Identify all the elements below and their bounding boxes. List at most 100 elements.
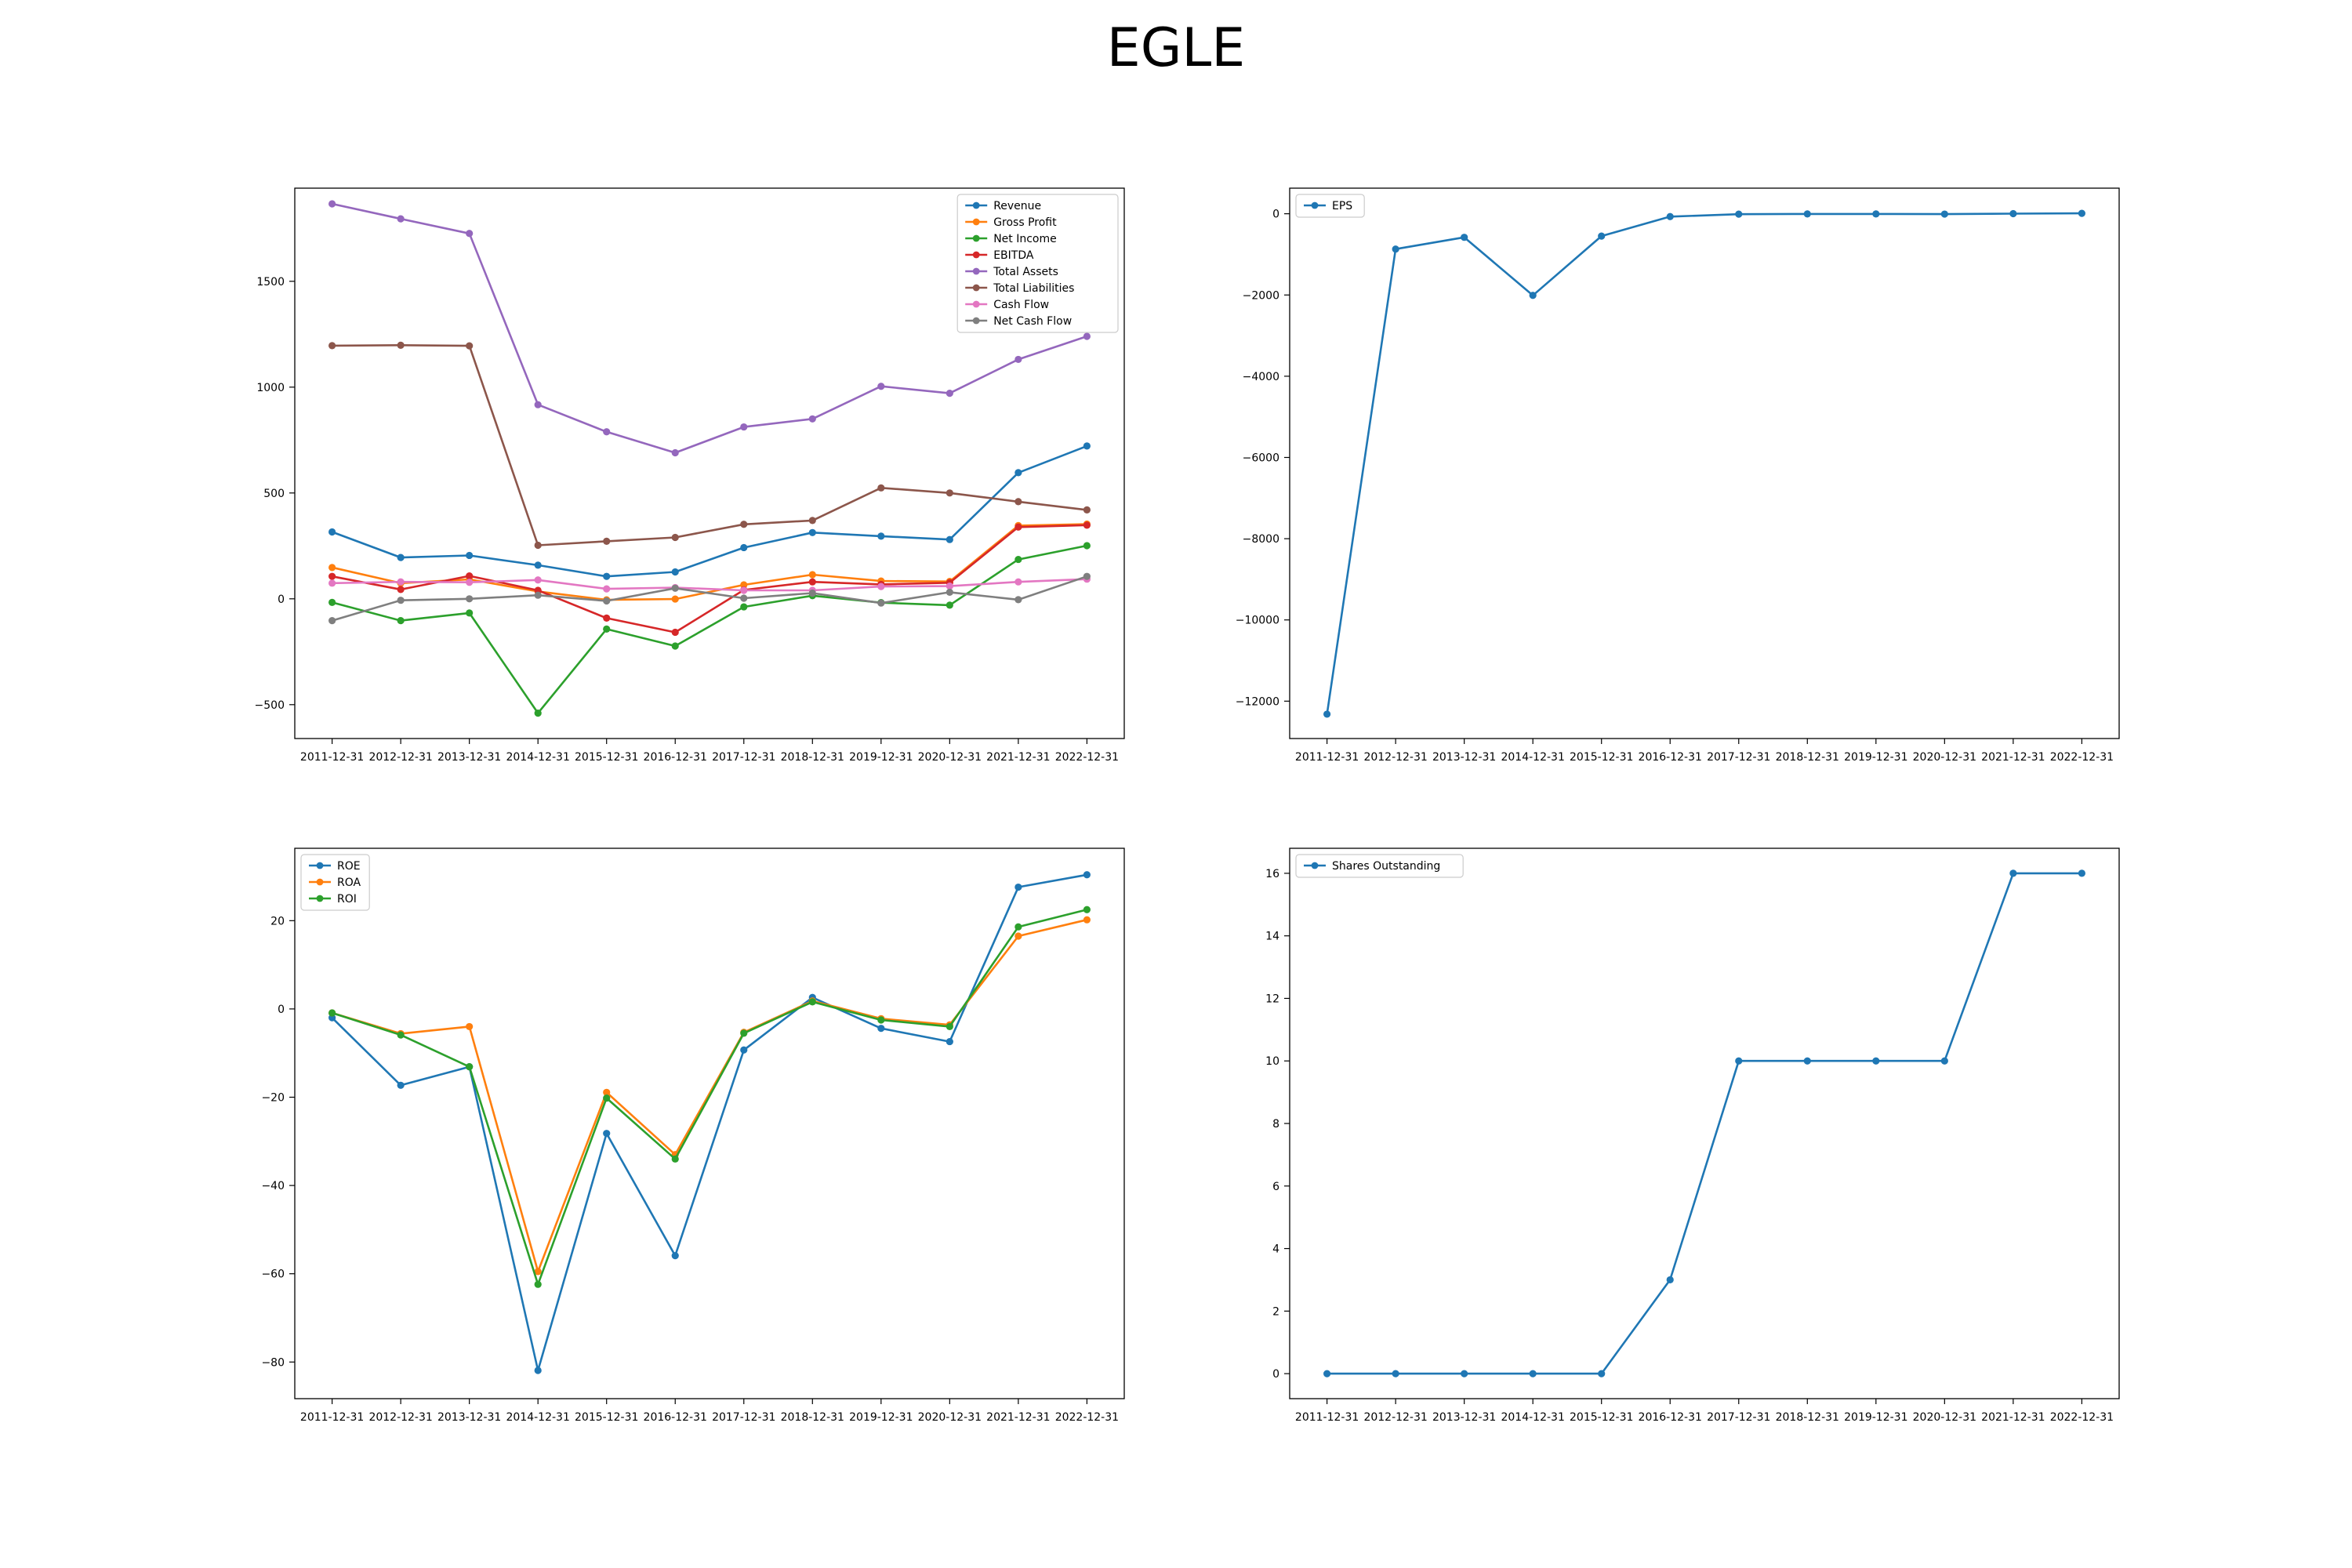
data-point: [534, 541, 542, 550]
data-point: [808, 415, 816, 423]
data-point: [740, 521, 748, 528]
data-point: [1083, 506, 1091, 514]
legend-box: [1295, 194, 1365, 218]
data-point: [1014, 523, 1022, 531]
data-point: [1461, 1370, 1468, 1377]
x-tick-label: 2019-12-31: [1844, 1411, 1907, 1424]
y-tick-label: 1500: [256, 276, 285, 289]
data-point: [328, 617, 336, 625]
x-tick-label: 2019-12-31: [849, 1411, 913, 1424]
legend-marker: [316, 895, 324, 902]
x-tick-label: 2014-12-31: [506, 1411, 569, 1424]
data-point: [877, 383, 885, 390]
y-tick-label: −40: [261, 1180, 285, 1192]
data-point: [1014, 923, 1022, 931]
y-tick-label: −6000: [1243, 452, 1279, 464]
x-tick-label: 2016-12-31: [1639, 751, 1702, 764]
data-point: [466, 230, 474, 238]
data-point: [534, 561, 542, 569]
data-point: [466, 609, 474, 617]
data-point: [1014, 596, 1022, 604]
x-tick-label: 2013-12-31: [1432, 1411, 1496, 1424]
data-point: [671, 642, 679, 650]
legend: Shares Outstanding: [1295, 854, 1464, 878]
data-point: [603, 597, 611, 605]
data-point: [603, 1094, 611, 1102]
data-point: [328, 579, 336, 587]
series-line-ebitda: [332, 524, 1087, 633]
data-point: [603, 572, 611, 580]
data-point: [328, 598, 336, 606]
data-point: [1323, 1370, 1331, 1377]
plot-frame: [294, 187, 1125, 739]
data-point: [328, 200, 336, 208]
legend-marker: [972, 284, 980, 292]
data-point: [603, 537, 611, 545]
data-point: [1803, 1057, 1811, 1065]
series-line-shares-outstanding: [1327, 872, 2082, 1375]
data-point: [671, 568, 679, 576]
y-tick-label: −10000: [1236, 615, 1279, 627]
legend-label: Revenue: [993, 200, 1041, 212]
x-tick-label: 2022-12-31: [2050, 1411, 2114, 1424]
y-tick-label: 12: [1265, 993, 1279, 1005]
series-line-roi: [332, 909, 1087, 1286]
data-point: [397, 341, 405, 349]
x-tick-label: 2011-12-31: [1295, 1411, 1359, 1424]
series-line-total-liabilities: [332, 343, 1087, 546]
data-point: [740, 603, 748, 611]
x-tick-label: 2019-12-31: [849, 751, 913, 764]
legend-marker: [1311, 201, 1319, 209]
data-point: [877, 532, 885, 540]
legend-marker: [972, 218, 980, 226]
data-point: [328, 528, 336, 536]
x-tick-label: 2014-12-31: [1501, 751, 1564, 764]
data-point: [1083, 572, 1091, 580]
data-point: [671, 628, 679, 637]
y-tick-label: −80: [261, 1356, 285, 1369]
x-tick-label: 2015-12-31: [1570, 1411, 1633, 1424]
legend-label: EPS: [1332, 200, 1352, 212]
data-point: [877, 1016, 885, 1024]
data-point: [397, 1081, 405, 1089]
data-point: [534, 1367, 542, 1374]
legend-label: Total Assets: [993, 266, 1058, 278]
data-point: [671, 584, 679, 592]
x-tick-label: 2016-12-31: [1639, 1411, 1702, 1424]
y-tick-label: 10: [1265, 1055, 1279, 1068]
legend-box: [1295, 854, 1464, 878]
x-tick-label: 2020-12-31: [1913, 751, 1976, 764]
data-point: [397, 1031, 405, 1039]
data-point: [808, 578, 816, 586]
data-point: [534, 576, 542, 584]
legend-label: ROI: [337, 893, 357, 906]
data-point: [397, 586, 405, 593]
y-tick-label: 0: [1272, 209, 1279, 221]
series-line-net-income: [332, 544, 1087, 714]
data-point: [740, 1046, 748, 1054]
data-point: [1014, 578, 1022, 586]
x-tick-label: 2016-12-31: [644, 751, 707, 764]
x-tick-label: 2011-12-31: [300, 1411, 364, 1424]
data-point: [946, 583, 953, 590]
data-point: [397, 578, 405, 586]
data-point: [808, 998, 816, 1006]
legend-marker: [972, 201, 980, 209]
x-tick-label: 2012-12-31: [368, 1411, 432, 1424]
x-tick-label: 2021-12-31: [986, 1411, 1050, 1424]
data-point: [877, 484, 885, 492]
chart-panel-top-left: 2011-12-31 2012-12-31 2013-12-31 2014-12-31…: [255, 187, 1125, 764]
x-tick-label: 2015-12-31: [575, 751, 638, 764]
plot-frame: [294, 848, 1125, 1399]
y-tick-label: 20: [270, 915, 285, 927]
x-tick-label: 2017-12-31: [1707, 751, 1770, 764]
data-point: [397, 554, 405, 561]
legend-label: Net Income: [993, 233, 1057, 245]
data-point: [603, 428, 611, 436]
chart-panel-top-right: 2011-12-31 2012-12-31 2013-12-31 2014-12-31…: [1236, 187, 2120, 764]
data-point: [603, 625, 611, 633]
legend: Revenue Gross Profit Net Income EBITDA Total…: [956, 194, 1119, 333]
data-point: [1323, 710, 1331, 718]
data-point: [2009, 209, 2017, 218]
